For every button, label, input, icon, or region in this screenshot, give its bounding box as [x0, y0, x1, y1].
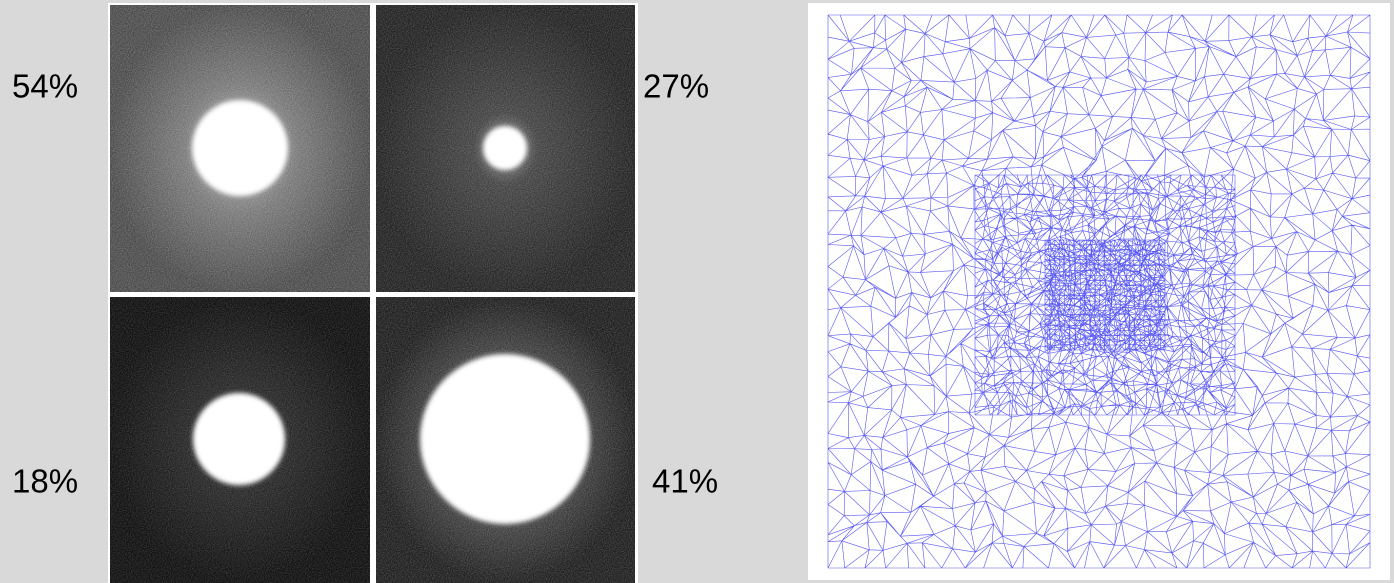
mesh-frame [808, 3, 1390, 580]
panel [110, 5, 370, 292]
page: 54% 27% 18% 41% (() => { const data = JS… [0, 0, 1394, 583]
panel-label: 54% [12, 68, 78, 105]
panel-label: 27% [643, 68, 709, 105]
bright-spot [193, 393, 285, 485]
panel [376, 297, 635, 583]
bright-spot [192, 100, 288, 196]
bright-spot [483, 126, 527, 170]
panel-label: 41% [652, 463, 718, 500]
panel [110, 297, 370, 583]
panel-label: 18% [12, 463, 78, 500]
panel [376, 5, 635, 292]
figure: 54% 27% 18% 41% [0, 0, 1394, 583]
bright-spot [420, 354, 590, 524]
